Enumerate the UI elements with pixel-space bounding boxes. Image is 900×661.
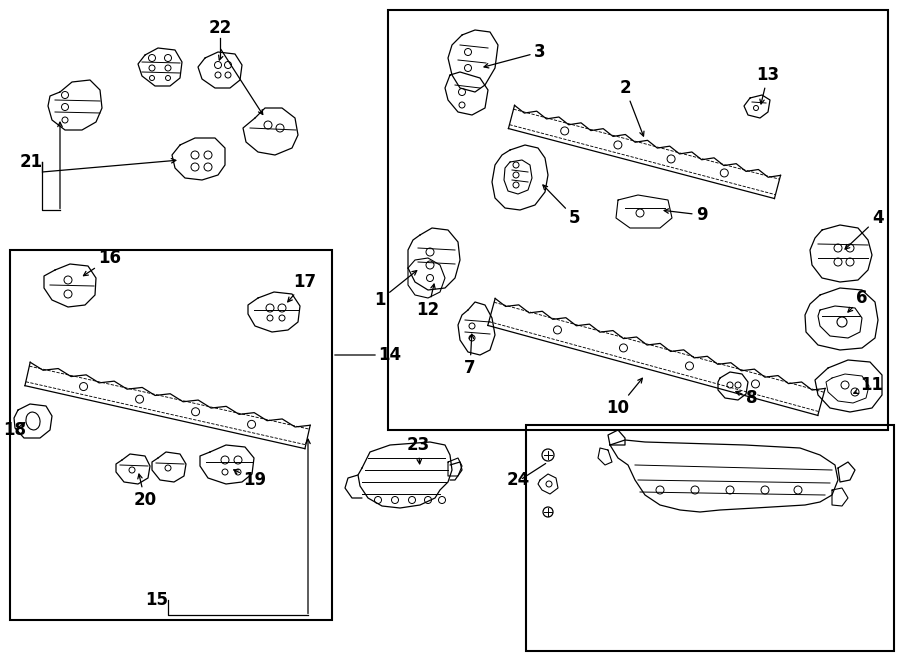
Text: 7: 7	[464, 334, 476, 377]
Text: 3: 3	[484, 43, 545, 68]
Bar	[10, 250, 332, 620]
Bar	[388, 10, 888, 430]
Text: 24: 24	[507, 471, 530, 489]
Text: 16: 16	[84, 249, 122, 276]
Text: 1: 1	[374, 270, 417, 309]
Text: 20: 20	[133, 474, 157, 509]
Text: 19: 19	[234, 470, 266, 489]
Text: 22: 22	[209, 19, 231, 37]
Bar	[526, 425, 894, 651]
Text: 15: 15	[145, 591, 168, 609]
Text: 14: 14	[378, 346, 401, 364]
Text: 23: 23	[407, 436, 429, 464]
Text: 4: 4	[845, 209, 884, 249]
Text: 17: 17	[288, 273, 317, 302]
Text: 2: 2	[619, 79, 644, 136]
Text: 6: 6	[848, 289, 868, 312]
Text: 8: 8	[736, 389, 758, 407]
Text: 9: 9	[664, 206, 707, 224]
Text: 13: 13	[756, 66, 779, 104]
Text: 10: 10	[607, 378, 643, 417]
Text: 11: 11	[854, 376, 884, 394]
Text: 21: 21	[20, 153, 43, 171]
Text: 18: 18	[4, 421, 26, 439]
Text: 12: 12	[417, 284, 439, 319]
Text: 5: 5	[543, 185, 580, 227]
